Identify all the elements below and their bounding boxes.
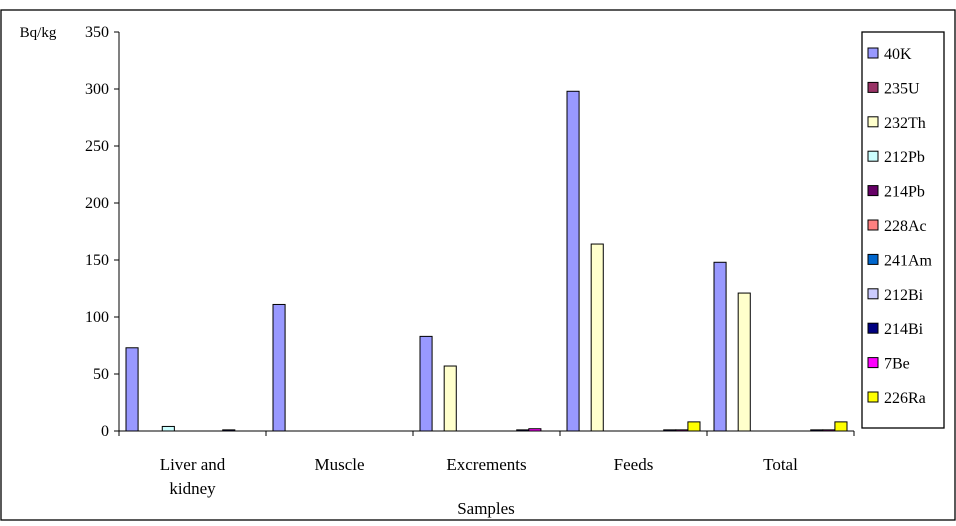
legend-swatch (867, 253, 879, 265)
x-tick-label: Liver and (160, 455, 226, 474)
legend-label: 235U (884, 80, 920, 97)
legend-label: 7Be (884, 356, 910, 373)
y-axis-label: Bq/kg (20, 25, 57, 41)
legend: 40K 235U 232Th 212Pb 214Pb 228Ac 241Am 212Bi 214… (861, 31, 945, 429)
legend-swatch (867, 219, 879, 231)
bar-7Be-2 (528, 428, 542, 432)
legend-label: 212Bi (884, 287, 924, 304)
legend-swatch (867, 288, 879, 300)
y-tick-label: 250 (85, 138, 109, 155)
axes: 0 50 100 150 200 250 300 350 Liver and kidney Musc… (85, 24, 855, 498)
bar-40K-0 (125, 347, 139, 432)
bar-232Th-2 (443, 365, 457, 432)
bar-226Ra-3 (687, 421, 701, 432)
x-axis-label: Samples (457, 499, 515, 518)
bar-214Bi-3 (663, 429, 677, 432)
legend-swatch (867, 81, 879, 93)
legend-swatch (867, 357, 879, 369)
legend-label: 241Am (884, 252, 933, 269)
bar-226Ra-4 (834, 421, 848, 432)
y-tick-label: 200 (85, 195, 109, 212)
bar-7Be-3 (675, 429, 689, 432)
bar-40K-4 (713, 261, 727, 432)
x-tick-label: Excrements (446, 455, 526, 474)
chart-border (0, 9, 956, 521)
legend-label: 212Pb (884, 149, 925, 166)
bar-232Th-3 (590, 243, 604, 432)
legend-label: 214Bi (884, 321, 924, 338)
y-tick-label: 350 (85, 24, 109, 41)
bars (125, 90, 848, 432)
legend-label: 232Th (884, 115, 926, 132)
y-tick-label: 150 (85, 252, 109, 269)
legend-swatch (867, 322, 879, 334)
legend-label: 228Ac (884, 218, 927, 235)
y-tick-label: 100 (85, 309, 109, 326)
x-tick-label: Feeds (614, 455, 654, 474)
bar-214Bi-0 (222, 429, 236, 432)
bar-214Bi-4 (810, 429, 824, 432)
bar-40K-1 (272, 303, 286, 432)
legend-label: 226Ra (884, 390, 926, 407)
y-tick-label: 300 (85, 81, 109, 98)
x-tick-label: Total (763, 455, 798, 474)
legend-swatch (867, 150, 879, 162)
y-tick-label: 50 (93, 366, 109, 383)
bar-212Pb-0 (161, 425, 175, 432)
legend-swatch (867, 185, 879, 197)
bar-232Th-4 (737, 292, 751, 432)
legend-swatch (867, 47, 879, 59)
legend-swatch (867, 391, 879, 403)
y-tick-label: 0 (101, 423, 109, 440)
bar-214Bi-2 (516, 429, 530, 432)
bar-7Be-4 (822, 429, 836, 432)
x-tick-label: kidney (169, 479, 216, 498)
legend-label: 40K (884, 46, 912, 63)
bar-40K-2 (419, 335, 433, 432)
legend-label: 214Pb (884, 184, 925, 201)
legend-swatch (867, 116, 879, 128)
bar-40K-3 (566, 90, 580, 432)
x-tick-label: Muscle (314, 455, 364, 474)
